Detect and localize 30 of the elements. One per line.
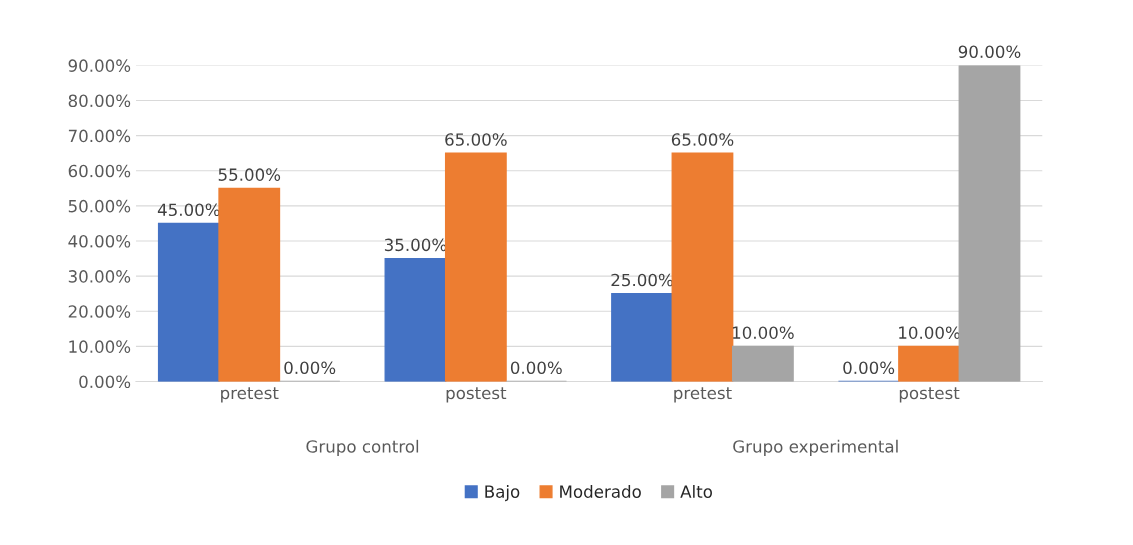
data-label: 10.00%	[899, 326, 960, 339]
y-tick-label: 50.00%	[68, 199, 131, 213]
data-label: 10.00%	[732, 326, 794, 339]
data-label: 0.00%	[843, 361, 895, 375]
y-tick-label: 30.00%	[68, 270, 131, 283]
text: Grupo experimental	[733, 439, 898, 456]
data-label: 90.00%	[958, 45, 1021, 58]
data-label: 0.00%	[284, 361, 336, 375]
x-tick-label: postest	[446, 387, 507, 403]
y-tick-label: 70.00%	[68, 129, 131, 143]
x-tick-label: postest	[899, 387, 960, 403]
data-label: 0.00%	[510, 361, 562, 375]
data-label: 65.00%	[445, 133, 507, 146]
legend-label: Alto	[680, 485, 712, 498]
data-label: 65.00%	[671, 133, 734, 146]
y-tick-label: 60.00%	[68, 164, 131, 178]
y-tick-label: 90.00%	[68, 59, 131, 72]
x-tick-label: pretest	[674, 387, 732, 403]
y-tick-label: 40.00%	[68, 234, 131, 248]
data-label: 25.00%	[611, 273, 673, 287]
data-label: 35.00%	[384, 238, 447, 252]
legend-label: Moderado	[560, 485, 641, 498]
text: Grupo control	[306, 439, 419, 456]
y-tick-label: 80.00%	[68, 94, 131, 108]
x-tick-label: pretest	[221, 387, 279, 403]
legend-label: Bajo	[485, 485, 520, 502]
y-tick-label: 10.00%	[69, 340, 131, 353]
y-tick-label: 0.00%	[79, 375, 131, 389]
y-tick-label: 20.00%	[68, 305, 131, 318]
data-label: 55.00%	[218, 168, 281, 181]
